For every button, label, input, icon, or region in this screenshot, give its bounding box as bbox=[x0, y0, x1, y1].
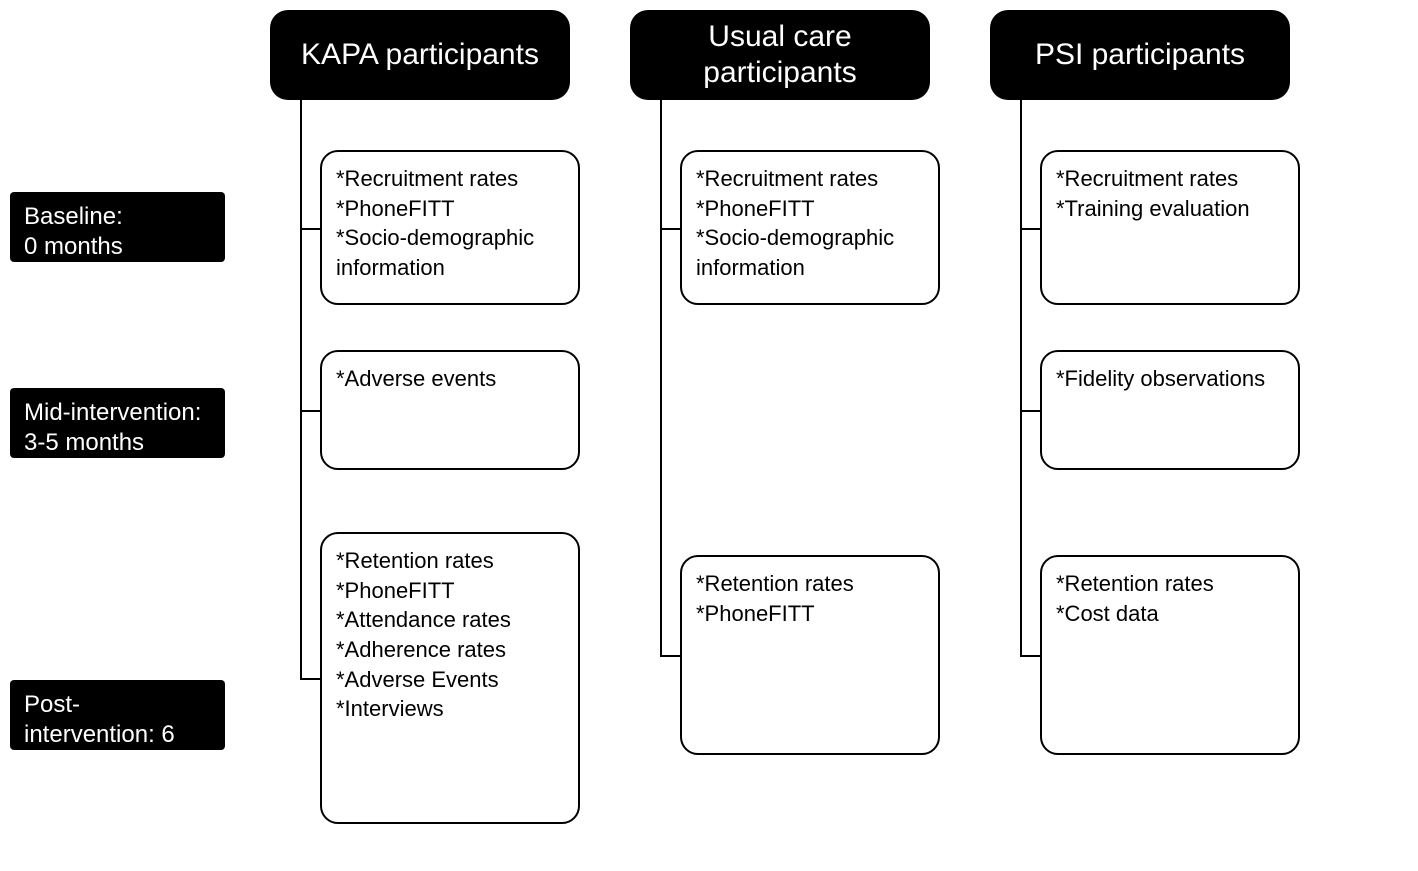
timepoint-label-mid: Mid-intervention:3-5 months bbox=[10, 388, 225, 458]
timepoint-label-baseline: Baseline:0 months bbox=[10, 192, 225, 262]
connector-horizontal bbox=[1020, 228, 1040, 230]
box-item: *Socio-demographic information bbox=[336, 223, 564, 282]
box-item: *Cost data bbox=[1056, 599, 1284, 629]
box-item: *Recruitment rates bbox=[336, 164, 564, 194]
box-item: *PhoneFITT bbox=[696, 194, 924, 224]
connector-horizontal bbox=[300, 678, 320, 680]
connector-horizontal bbox=[1020, 410, 1040, 412]
box-item: *Fidelity observations bbox=[1056, 364, 1284, 394]
connector-horizontal bbox=[300, 228, 320, 230]
connector-vertical bbox=[300, 100, 302, 678]
col-header-psi: PSI participants bbox=[990, 10, 1290, 100]
box-item: *Retention rates bbox=[1056, 569, 1284, 599]
box-item: *Socio-demographic information bbox=[696, 223, 924, 282]
connector-horizontal bbox=[660, 228, 680, 230]
box-item: *PhoneFITT bbox=[336, 576, 564, 606]
box-psi-mid: *Fidelity observations bbox=[1040, 350, 1300, 470]
box-kapa-baseline: *Recruitment rates*PhoneFITT*Socio-demog… bbox=[320, 150, 580, 305]
col-header-kapa: KAPA participants bbox=[270, 10, 570, 100]
box-item: *Attendance rates bbox=[336, 605, 564, 635]
box-kapa-post: *Retention rates*PhoneFITT*Attendance ra… bbox=[320, 532, 580, 824]
box-item: *Retention rates bbox=[336, 546, 564, 576]
connector-horizontal bbox=[1020, 655, 1040, 657]
connector-vertical bbox=[1020, 100, 1022, 655]
box-item: *PhoneFITT bbox=[336, 194, 564, 224]
box-item: *Training evaluation bbox=[1056, 194, 1284, 224]
box-item: *Adverse Events bbox=[336, 665, 564, 695]
box-psi-post: *Retention rates*Cost data bbox=[1040, 555, 1300, 755]
box-item: *Recruitment rates bbox=[1056, 164, 1284, 194]
box-usual-baseline: *Recruitment rates*PhoneFITT*Socio-demog… bbox=[680, 150, 940, 305]
box-item: *Recruitment rates bbox=[696, 164, 924, 194]
box-psi-baseline: *Recruitment rates*Training evaluation bbox=[1040, 150, 1300, 305]
box-item: *Adherence rates bbox=[336, 635, 564, 665]
connector-vertical bbox=[660, 100, 662, 655]
box-item: *Adverse events bbox=[336, 364, 564, 394]
col-header-usual: Usual care participants bbox=[630, 10, 930, 100]
box-item: *Interviews bbox=[336, 694, 564, 724]
study-flow-diagram: Baseline:0 months Mid-intervention:3-5 m… bbox=[0, 0, 1418, 871]
box-kapa-mid: *Adverse events bbox=[320, 350, 580, 470]
timepoint-label-post: Post-intervention: 6 bbox=[10, 680, 225, 750]
box-item: *PhoneFITT bbox=[696, 599, 924, 629]
connector-horizontal bbox=[300, 410, 320, 412]
box-item: *Retention rates bbox=[696, 569, 924, 599]
box-usual-post: *Retention rates*PhoneFITT bbox=[680, 555, 940, 755]
connector-horizontal bbox=[660, 655, 680, 657]
